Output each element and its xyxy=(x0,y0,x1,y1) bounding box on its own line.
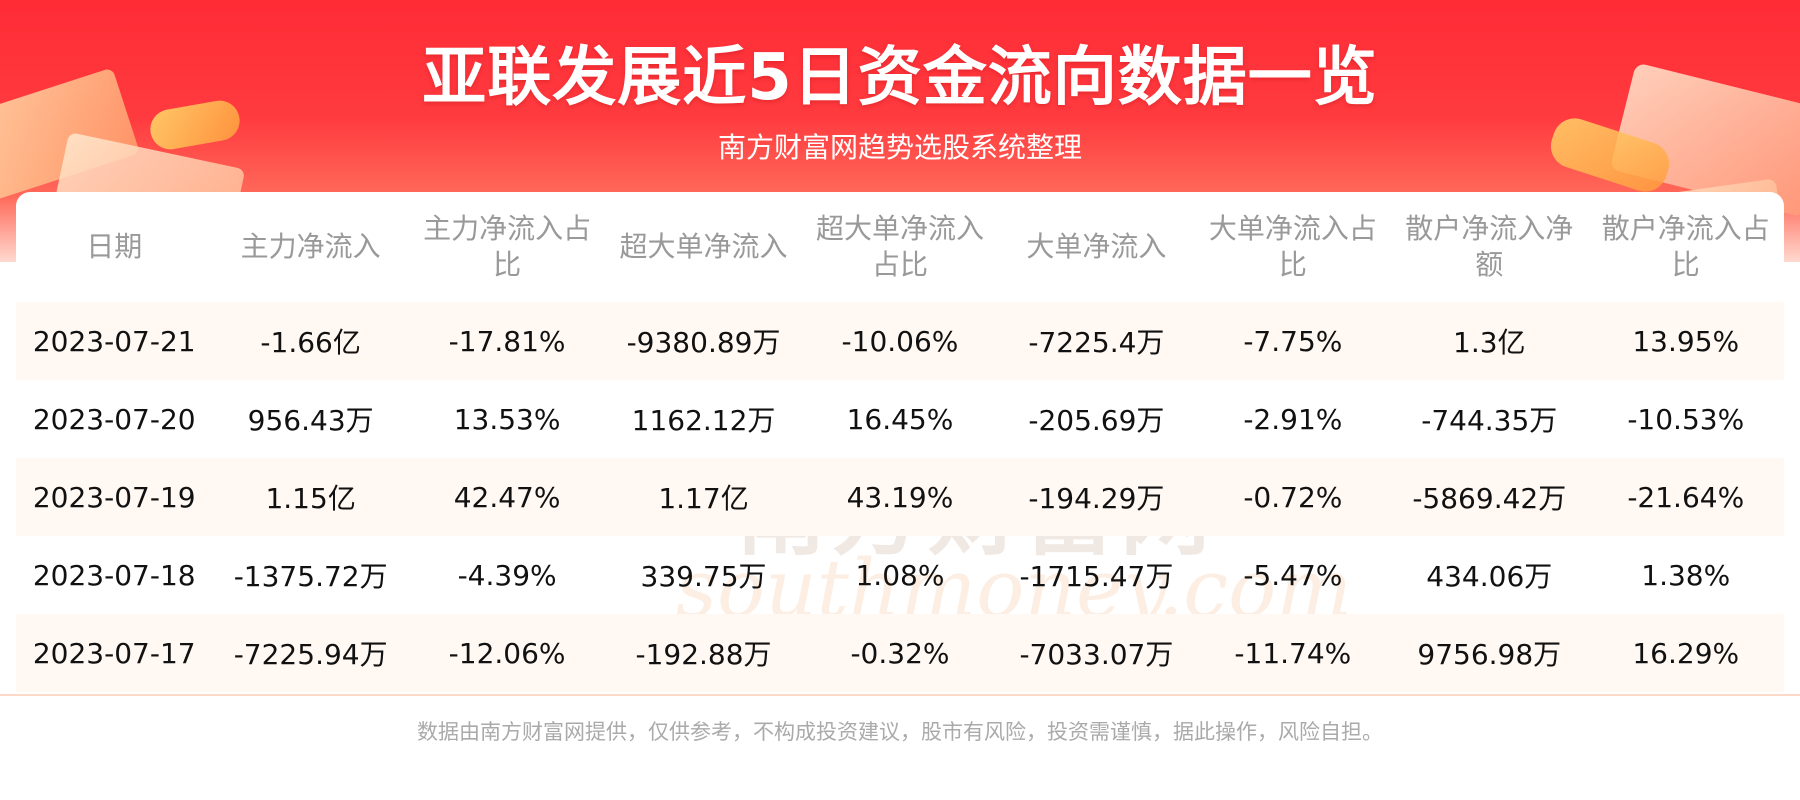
table-row: 2023-07-17 -7225.94万 -12.06% -192.88万 -0… xyxy=(16,614,1784,692)
column-header: 大单净流入 xyxy=(1026,230,1167,263)
table-cell: 434.06万 xyxy=(1426,560,1553,593)
table-cell: 1.38% xyxy=(1641,558,1731,592)
table-cell: -1715.47万 xyxy=(1019,560,1174,593)
column-header: 超大单净流入占比 xyxy=(815,212,984,281)
table-cell: -9380.89万 xyxy=(605,302,802,380)
table-cell: 2023-07-20 xyxy=(32,402,196,436)
column-header: 日期 xyxy=(86,230,143,263)
table-cell: -11.74% xyxy=(1194,614,1392,692)
table-cell: -17.81% xyxy=(408,302,606,380)
table-cell: -744.35万 xyxy=(1421,404,1558,437)
column-header: 主力净流入占比 xyxy=(423,212,592,281)
table-cell: 2023-07-17 xyxy=(16,614,213,692)
table-cell: -192.88万 xyxy=(605,614,802,692)
fund-flow-table: 日期 主力净流入 主力净流入占比 超大单净流入 超大单净流入占比 大单净流入 大… xyxy=(16,192,1784,692)
table-cell: 2023-07-18 xyxy=(32,558,196,592)
column-header: 主力净流入 xyxy=(240,230,381,263)
column-header: 大单净流入占比 xyxy=(1208,212,1377,281)
table-cell: 2023-07-21 xyxy=(16,302,213,380)
table-cell: 43.19% xyxy=(801,458,999,536)
table-cell: 13.95% xyxy=(1587,302,1784,380)
data-table-card: 南方财富网 southmoney.com 日期 主力净流入 主力净流入占比 超大… xyxy=(16,192,1784,694)
table-cell: 339.75万 xyxy=(640,560,767,593)
table-cell: 9756.98万 xyxy=(1391,614,1588,692)
table-cell: 42.47% xyxy=(408,458,606,536)
footer-divider xyxy=(0,694,1800,696)
table-cell: -10.53% xyxy=(1627,402,1745,436)
table-row: 2023-07-20 956.43万 13.53% 1162.12万 16.45… xyxy=(16,380,1784,458)
table-cell: 13.53% xyxy=(453,402,561,436)
table-cell: -7033.07万 xyxy=(998,614,1195,692)
page-title: 亚联发展近5日资金流向数据一览 xyxy=(422,41,1378,115)
table-cell: 1.15亿 xyxy=(212,458,409,536)
table-cell: -5.47% xyxy=(1243,558,1343,592)
column-header: 散户净流入净额 xyxy=(1405,212,1574,281)
table-cell: 16.45% xyxy=(846,402,954,436)
table-cell: -12.06% xyxy=(408,614,606,692)
table-cell: 956.43万 xyxy=(247,404,374,437)
table-row: 2023-07-19 1.15亿 42.47% 1.17亿 43.19% -19… xyxy=(16,458,1784,536)
table-cell: -5869.42万 xyxy=(1391,458,1588,536)
footer-disclaimer: 数据由南方财富网提供，仅供参考，不构成投资建议，股市有风险，投资需谨慎，据此操作… xyxy=(417,720,1383,744)
table-cell: -4.39% xyxy=(457,558,557,592)
table-cell: -1375.72万 xyxy=(233,560,388,593)
table-cell: -194.29万 xyxy=(998,458,1195,536)
table-cell: 1.3亿 xyxy=(1391,302,1588,380)
table-cell: 1162.12万 xyxy=(631,404,776,437)
table-cell: 16.29% xyxy=(1587,614,1784,692)
table-cell: -7225.4万 xyxy=(998,302,1195,380)
table-cell: 2023-07-19 xyxy=(16,458,213,536)
table-cell: 1.17亿 xyxy=(605,458,802,536)
column-header: 超大单净流入 xyxy=(619,230,788,263)
table-cell: -7225.94万 xyxy=(212,614,409,692)
table-cell: -7.75% xyxy=(1194,302,1392,380)
page-subtitle: 南方财富网趋势选股系统整理 xyxy=(717,131,1082,164)
column-header: 散户净流入占比 xyxy=(1601,212,1770,281)
table-cell: -21.64% xyxy=(1587,458,1784,536)
table-cell: -0.72% xyxy=(1194,458,1392,536)
table-cell: -1.66亿 xyxy=(212,302,409,380)
table-header-row: 日期 主力净流入 主力净流入占比 超大单净流入 超大单净流入占比 大单净流入 大… xyxy=(16,192,1784,302)
table-row: 2023-07-21 -1.66亿 -17.81% -9380.89万 -10.… xyxy=(16,302,1784,380)
table-cell: -205.69万 xyxy=(1028,404,1165,437)
table-row: 2023-07-18 -1375.72万 -4.39% 339.75万 1.08… xyxy=(16,536,1784,614)
table-cell: 1.08% xyxy=(855,558,945,592)
table-cell: -2.91% xyxy=(1243,402,1343,436)
table-cell: -10.06% xyxy=(801,302,999,380)
table-cell: -0.32% xyxy=(801,614,999,692)
